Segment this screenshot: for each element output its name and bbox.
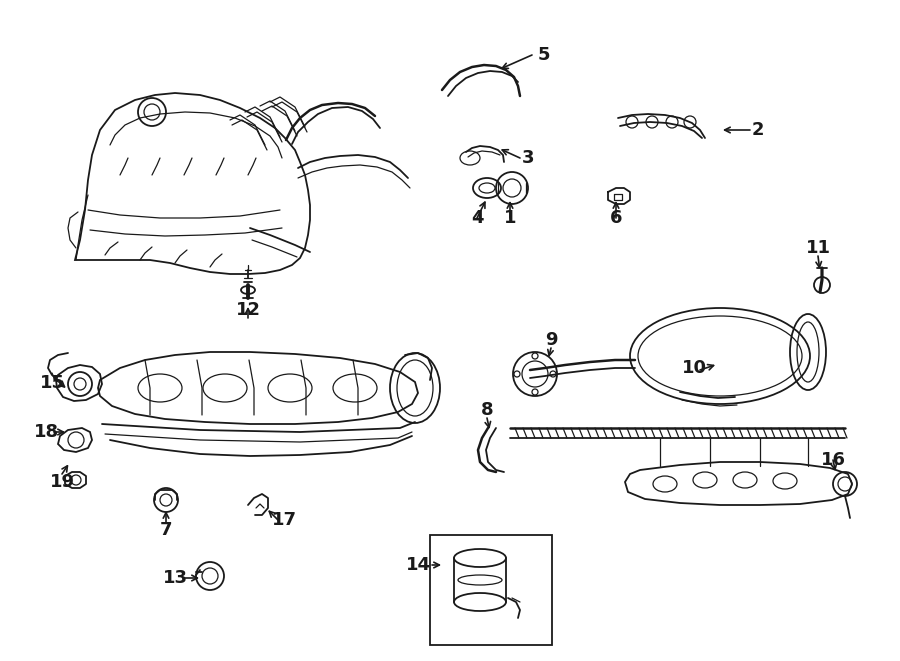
Text: 9: 9 [544,331,557,349]
Text: 11: 11 [806,239,831,257]
Text: 4: 4 [471,209,483,227]
Text: 19: 19 [50,473,75,491]
Text: 12: 12 [236,301,260,319]
Text: 17: 17 [272,511,296,529]
Text: 2: 2 [752,121,764,139]
Text: 1: 1 [504,209,517,227]
Text: 14: 14 [406,556,430,574]
Text: 13: 13 [163,569,187,587]
Text: 5: 5 [538,46,550,64]
Text: 6: 6 [610,209,622,227]
Text: 18: 18 [33,423,58,441]
Text: 7: 7 [160,521,172,539]
Text: 8: 8 [481,401,493,419]
Text: 10: 10 [681,359,706,377]
Bar [430,535,552,645]
Text: 16: 16 [821,451,845,469]
Text: 15: 15 [40,374,65,392]
Text: 3: 3 [522,149,535,167]
